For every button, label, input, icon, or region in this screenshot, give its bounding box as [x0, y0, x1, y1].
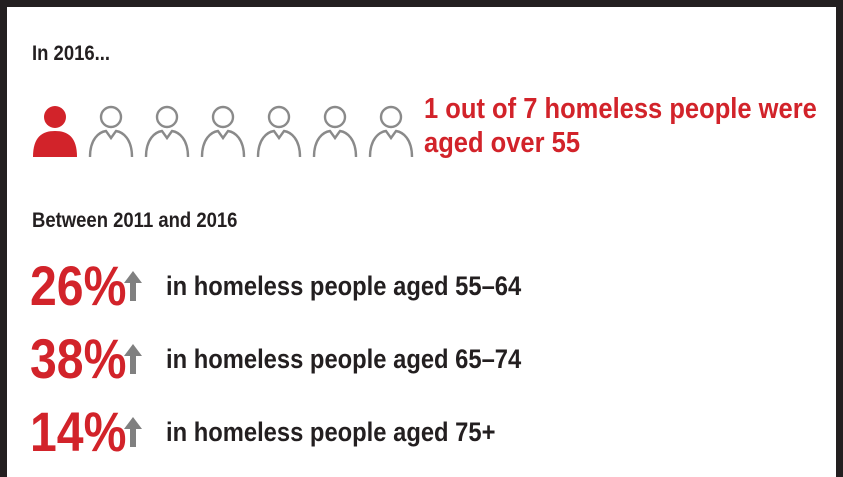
people-icon-row: [28, 102, 420, 158]
person-outline-icon: [88, 105, 134, 158]
stat-row-55-64: 26% in homeless people aged 55–64: [30, 258, 570, 314]
person-icon-highlighted: [33, 106, 77, 157]
headline-line-1: 1 out of 7 homeless people were: [424, 93, 817, 125]
person-outline-icon: [144, 105, 190, 158]
stat-percent: 26%: [30, 254, 127, 317]
headline: 1 out of 7 homeless people were aged ove…: [424, 92, 817, 160]
headline-line-2: aged over 55: [424, 127, 581, 159]
stat-row-75-plus: 14% in homeless people aged 75+: [30, 404, 540, 460]
person-outline-icon: [200, 105, 246, 158]
stat-percent: 38%: [30, 327, 127, 390]
stat-row-65-74: 38% in homeless people aged 65–74: [30, 331, 570, 387]
stat-description: in homeless people aged 75+: [166, 416, 496, 447]
up-arrow-icon: [124, 417, 142, 447]
stat-description: in homeless people aged 65–74: [166, 343, 522, 374]
stat-percent: 14%: [30, 400, 127, 463]
stat-description: in homeless people aged 55–64: [166, 270, 522, 301]
person-outline-icon: [368, 105, 414, 158]
intro-text: In 2016...: [32, 42, 111, 65]
period-subheading: Between 2011 and 2016: [32, 209, 238, 232]
up-arrow-icon: [124, 344, 142, 374]
person-outline-icon: [256, 105, 302, 158]
up-arrow-icon: [124, 271, 142, 301]
person-outline-icon: [312, 105, 358, 158]
